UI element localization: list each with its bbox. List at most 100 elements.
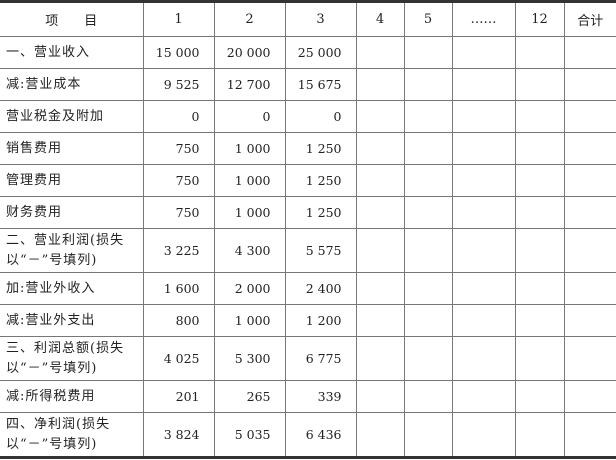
table-cell [451,304,516,337]
table-cell [514,228,565,273]
table-cell: 5 575 [284,228,357,273]
table-row: 加:营业外收入 1 600 2 000 2 400 [0,272,616,305]
table-cell [514,68,565,101]
table-cell [563,36,616,69]
table-cell: 5 035 [213,412,286,458]
table-cell [355,36,405,69]
table-cell [563,228,616,273]
table-cell [403,132,453,165]
table-cell [451,228,516,273]
table-cell: 1 250 [284,132,357,165]
table-row: 一、营业收入 15 000 20 000 25 000 [0,36,616,69]
table-cell: 1 000 [213,304,286,337]
table-cell [451,196,516,229]
table-cell [451,412,516,458]
table-cell [514,380,565,413]
column-header: 2 [213,1,286,37]
table-cell [403,380,453,413]
table-cell: 6 775 [284,336,357,381]
table-row: 减:营业成本 9 525 12 700 15 675 [0,68,616,101]
table-cell [403,336,453,381]
table-cell [514,164,565,197]
table-row: 销售费用 750 1 000 1 250 [0,132,616,165]
row-label: 减:营业外支出 [0,304,144,337]
table-cell [355,272,405,305]
table-cell [514,336,565,381]
table-cell [451,336,516,381]
table-cell [514,412,565,458]
table-cell [451,164,516,197]
table-cell: 1 250 [284,196,357,229]
table-cell [403,68,453,101]
column-header: 12 [514,1,565,37]
table-cell [563,132,616,165]
table-cell [403,412,453,458]
table-cell: 3 824 [142,412,215,458]
row-label: 二、营业利润(损失以“－”号填列) [0,228,144,273]
column-header: 3 [284,1,357,37]
table-cell [563,412,616,458]
table-cell: 0 [142,100,215,133]
table-cell [355,68,405,101]
table-row: 减:所得税费用 201 265 339 [0,380,616,413]
column-header: 5 [403,1,453,37]
table-cell [403,228,453,273]
table-cell [514,272,565,305]
table-cell [563,380,616,413]
table-row: 营业税金及附加 0 0 0 [0,100,616,133]
table-cell: 15 675 [284,68,357,101]
table-cell: 12 700 [213,68,286,101]
table-cell [355,380,405,413]
table-row: 财务费用 750 1 000 1 250 [0,196,616,229]
table-cell: 2 400 [284,272,357,305]
table-cell [451,132,516,165]
row-label: 一、营业收入 [0,36,144,69]
table-cell: 0 [284,100,357,133]
table-cell: 750 [142,196,215,229]
table-cell [451,100,516,133]
table-cell [355,304,405,337]
table-cell [563,196,616,229]
table-cell [403,164,453,197]
table-cell: 4 300 [213,228,286,273]
table-cell [355,228,405,273]
table-cell [403,100,453,133]
table-row: 二、营业利润(损失以“－”号填列) 3 225 4 300 5 575 [0,228,616,273]
column-header: 项 目 [0,1,144,37]
row-label: 财务费用 [0,196,144,229]
table-cell: 1 000 [213,164,286,197]
column-header: 合计 [563,1,616,37]
table-cell: 1 000 [213,132,286,165]
row-label: 管理费用 [0,164,144,197]
table-cell: 750 [142,132,215,165]
row-label: 减:营业成本 [0,68,144,101]
table-cell: 20 000 [213,36,286,69]
table-cell: 0 [213,100,286,133]
table-cell: 339 [284,380,357,413]
column-header: 4 [355,1,405,37]
table-cell: 9 525 [142,68,215,101]
table-cell: 201 [142,380,215,413]
table-cell [563,100,616,133]
table-cell [451,36,516,69]
table-cell: 1 600 [142,272,215,305]
column-header: 1 [142,1,215,37]
table-cell [403,196,453,229]
table-cell [355,412,405,458]
table-cell [563,164,616,197]
header-row: 项 目 1 2 3 4 5…… 12 合计 [0,1,616,37]
table-cell [514,36,565,69]
table-cell: 15 000 [142,36,215,69]
table-cell [403,304,453,337]
table-row: 三、利润总额(损失以“－”号填列) 4 025 5 300 6 775 [0,336,616,381]
table-row: 四、净利润(损失以“－”号填列) 3 824 5 035 6 436 [0,412,616,458]
table-cell: 3 225 [142,228,215,273]
table-cell: 750 [142,164,215,197]
table-cell: 25 000 [284,36,357,69]
table-cell [403,272,453,305]
table-cell: 5 300 [213,336,286,381]
table-cell [451,380,516,413]
table-cell [514,196,565,229]
table-cell [451,68,516,101]
